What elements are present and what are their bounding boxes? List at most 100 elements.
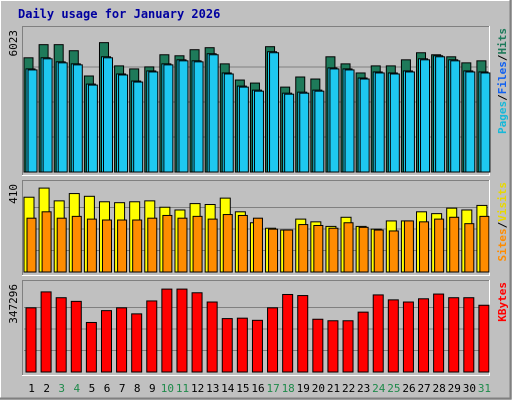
bar-sites-day-20: [313, 224, 324, 273]
bar-pages-day-29: [450, 60, 461, 173]
x-tick-label-day-28: 28: [433, 382, 446, 395]
x-tick-label-day-10: 10: [161, 382, 174, 395]
bar-kbytes-day-28: [433, 293, 445, 373]
panel-bottom-scale-max-label: 347296: [7, 284, 20, 324]
bar-sites-day-17: [268, 228, 279, 273]
series-sites: [26, 211, 490, 273]
bar-sites-day-5: [86, 218, 97, 273]
bar-kbytes-day-1: [25, 307, 37, 373]
x-tick-label-day-5: 5: [89, 382, 96, 395]
panel-top-series-label: Pages/Files/Hits: [496, 28, 509, 134]
bar-kbytes-day-16: [251, 319, 263, 373]
x-tick-label-day-22: 22: [342, 382, 355, 395]
x-tick-label-day-27: 27: [417, 382, 430, 395]
chart-panels: 6023Pages/Files/Hits410Sites/Visits34729…: [7, 26, 509, 376]
bar-pages-day-21: [329, 68, 340, 173]
series-label-part: /: [496, 54, 509, 61]
bar-sites-day-18: [283, 229, 294, 273]
series-label-part: Pages: [496, 101, 509, 134]
bar-kbytes-day-15: [236, 317, 248, 373]
series-pages: [27, 52, 491, 173]
bar-pages-day-28: [435, 56, 446, 173]
bar-sites-day-15: [237, 214, 248, 273]
bar-pages-day-5: [87, 84, 98, 173]
bar-pages-day-11: [178, 60, 189, 173]
bar-sites-day-9: [147, 217, 158, 273]
panel-middle-series-label: Sites/Visits: [496, 182, 509, 262]
bar-sites-day-6: [101, 219, 112, 273]
x-tick-label-day-14: 14: [221, 382, 235, 395]
x-tick-label-day-24: 24: [372, 382, 386, 395]
x-tick-label-day-9: 9: [149, 382, 156, 395]
bar-sites-day-3: [56, 217, 67, 273]
bar-pages-day-17: [269, 52, 280, 173]
bar-kbytes-day-13: [206, 301, 218, 373]
bar-pages-day-23: [359, 78, 370, 173]
series-label-part: Hits: [496, 28, 509, 55]
x-tick-label-day-17: 17: [266, 382, 279, 395]
bar-sites-day-7: [117, 219, 128, 273]
series-label-part: Sites: [496, 228, 509, 261]
bar-sites-day-11: [177, 217, 188, 273]
bar-kbytes-day-2: [40, 291, 52, 373]
bar-pages-day-16: [253, 90, 264, 173]
bar-pages-day-9: [148, 71, 159, 173]
bar-pages-day-20: [314, 90, 325, 173]
x-tick-label-day-25: 25: [387, 382, 400, 395]
bar-sites-day-26: [403, 220, 414, 273]
bar-kbytes-day-20: [312, 318, 324, 373]
bar-sites-day-27: [419, 221, 430, 273]
bar-pages-day-7: [118, 74, 129, 173]
bar-kbytes-day-22: [342, 320, 354, 373]
x-tick-label-day-21: 21: [327, 382, 340, 395]
x-tick-label-day-11: 11: [176, 382, 189, 395]
bar-pages-day-31: [480, 72, 491, 173]
bar-kbytes-day-9: [146, 300, 158, 373]
chart-title: Daily usage for January 2026: [18, 7, 220, 21]
bar-kbytes-day-7: [116, 307, 128, 373]
bar-pages-day-2: [42, 58, 53, 173]
x-tick-label-day-31: 31: [478, 382, 491, 395]
x-tick-label-day-7: 7: [119, 382, 126, 395]
bar-kbytes-day-23: [357, 311, 369, 373]
bar-pages-day-24: [374, 72, 385, 173]
bar-sites-day-14: [222, 214, 233, 273]
bar-kbytes-day-18: [282, 293, 294, 373]
bar-pages-day-10: [163, 64, 174, 173]
bar-sites-day-12: [192, 215, 203, 273]
bar-kbytes-day-11: [176, 288, 188, 373]
x-tick-label-day-18: 18: [282, 382, 295, 395]
x-tick-label-day-19: 19: [297, 382, 310, 395]
bar-pages-day-3: [57, 62, 68, 173]
bar-pages-day-27: [420, 59, 431, 173]
bar-kbytes-day-5: [85, 321, 97, 373]
bar-sites-day-13: [207, 218, 218, 273]
panel-middle: 410 Sites/Visits: [7, 180, 509, 276]
x-tick-label-day-13: 13: [206, 382, 219, 395]
bar-pages-day-22: [344, 69, 355, 173]
x-tick-label-day-8: 8: [134, 382, 141, 395]
bar-sites-day-28: [434, 218, 445, 273]
bar-sites-day-24: [373, 229, 384, 273]
bar-kbytes-day-3: [55, 297, 67, 373]
bar-sites-day-1: [26, 217, 37, 273]
bar-pages-day-8: [133, 81, 144, 173]
bar-sites-day-10: [162, 214, 173, 273]
x-tick-label-day-15: 15: [236, 382, 249, 395]
panel-bottom: 347296 KBytes: [7, 280, 509, 376]
bar-pages-day-19: [299, 92, 310, 173]
panel-top-scale-max-label: 6023: [7, 30, 20, 57]
bar-sites-day-25: [388, 230, 399, 273]
bar-kbytes-day-10: [161, 288, 173, 373]
bar-kbytes-day-26: [402, 301, 414, 373]
series-label-part: Files: [496, 61, 509, 94]
bar-sites-day-16: [252, 217, 263, 273]
x-tick-label-day-26: 26: [402, 382, 415, 395]
x-tick-label-day-6: 6: [104, 382, 111, 395]
bar-kbytes-day-6: [100, 310, 112, 373]
x-tick-label-day-23: 23: [357, 382, 370, 395]
bar-pages-day-6: [102, 57, 113, 173]
bar-kbytes-day-27: [418, 298, 430, 373]
